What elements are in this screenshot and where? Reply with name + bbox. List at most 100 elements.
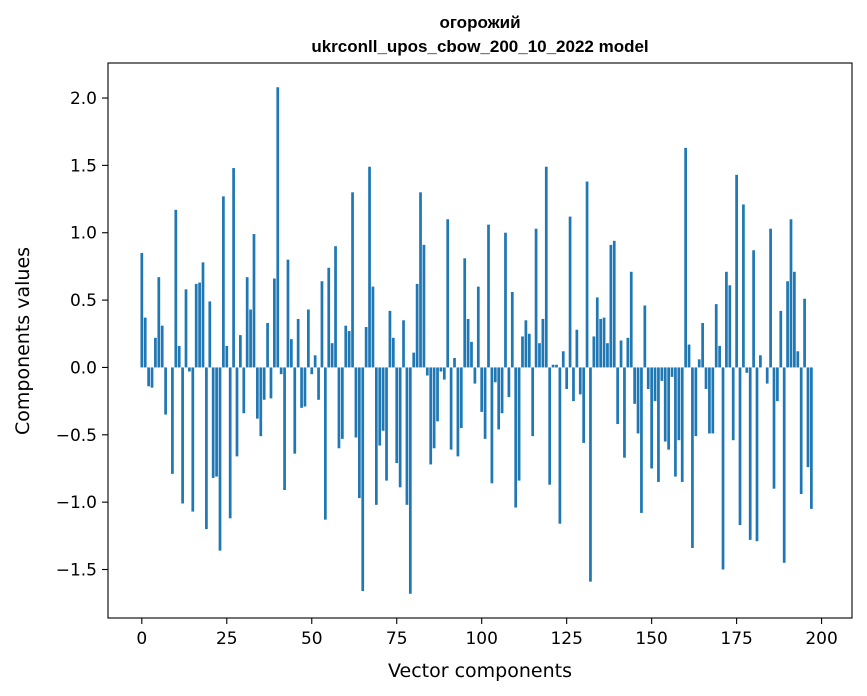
bar-component-54: [323, 367, 327, 520]
x-tick-label: 150: [635, 629, 667, 649]
bar-component-49: [307, 309, 310, 368]
bar-component-193: [796, 351, 800, 368]
bar-component-120: [548, 367, 552, 485]
bar-component-27: [232, 168, 235, 368]
bar-component-122: [555, 364, 558, 368]
x-tick-label: 25: [216, 629, 238, 649]
x-tick-label: 125: [550, 629, 582, 649]
bar-component-0: [140, 252, 144, 368]
bar-component-126: [568, 216, 572, 368]
y-tick-label: 1.0: [70, 224, 97, 244]
bar-component-146: [636, 367, 640, 434]
bar-component-162: [691, 367, 694, 548]
bar-component-167: [708, 367, 711, 434]
bar-component-157: [674, 367, 677, 477]
bar-component-137: [606, 343, 609, 368]
bar-component-52: [317, 367, 320, 400]
bar-component-156: [670, 367, 674, 377]
bar-component-165: [701, 322, 704, 368]
bar-component-7: [164, 367, 167, 415]
bar-component-181: [755, 367, 759, 542]
bar-component-3: [150, 367, 154, 388]
bar-component-25: [225, 345, 229, 368]
bar-component-173: [728, 285, 732, 368]
bar-component-117: [538, 343, 541, 368]
bar-component-188: [779, 310, 783, 368]
bar-component-90: [446, 219, 450, 368]
bar-component-121: [551, 364, 555, 368]
bar-component-150: [650, 367, 653, 469]
bar-component-131: [585, 181, 589, 368]
bar-component-189: [782, 367, 786, 563]
x-axis-ticks: 0 25 50 75 100 125 150 175 200: [136, 618, 838, 649]
chart-subtitle: ukrconll_upos_cbow_200_10_2022 model: [311, 37, 648, 56]
bar-component-80: [412, 352, 416, 368]
bar-component-75: [395, 367, 399, 464]
bar-component-152: [657, 367, 660, 482]
bar-component-140: [616, 367, 620, 425]
bar-component-44: [290, 339, 293, 368]
bar-component-192: [793, 271, 796, 368]
bar-component-47: [300, 367, 303, 408]
bar-component-87: [436, 367, 439, 422]
bar-component-135: [599, 318, 603, 368]
bar-component-118: [541, 318, 545, 368]
bars-group: [140, 87, 813, 594]
bar-component-153: [660, 367, 664, 381]
bar-component-30: [242, 367, 246, 414]
bar-component-37: [266, 322, 269, 368]
x-tick-label: 100: [465, 629, 497, 649]
bar-component-60: [344, 325, 348, 368]
bar-component-196: [806, 367, 810, 468]
bar-component-56: [330, 343, 334, 368]
bar-component-184: [765, 367, 769, 384]
bar-component-171: [721, 367, 725, 570]
bar-component-113: [524, 320, 528, 368]
bar-component-70: [378, 367, 382, 446]
bar-component-119: [544, 166, 548, 368]
bar-component-43: [286, 259, 290, 368]
bar-component-133: [592, 336, 596, 368]
bar-component-73: [388, 310, 392, 368]
bar-component-12: [181, 367, 184, 504]
bar-component-48: [303, 367, 307, 407]
bar-component-28: [235, 367, 239, 457]
bar-component-125: [565, 367, 569, 389]
bar-component-82: [419, 192, 422, 368]
bar-component-91: [449, 367, 453, 450]
bar-component-36: [262, 367, 266, 400]
bar-component-174: [731, 367, 735, 441]
bar-component-83: [422, 244, 426, 368]
bar-component-72: [385, 367, 388, 481]
bar-component-69: [374, 367, 378, 505]
bar-component-187: [776, 367, 779, 402]
bar-component-147: [640, 367, 643, 513]
bar-component-103: [490, 367, 494, 484]
bar-component-4: [154, 337, 157, 368]
bar-component-20: [208, 301, 212, 368]
bar-component-144: [629, 271, 633, 368]
bar-component-97: [470, 341, 473, 368]
bar-component-170: [718, 345, 721, 368]
y-tick-label: 1.5: [70, 156, 97, 176]
bar-component-175: [735, 174, 738, 368]
bar-component-116: [534, 228, 538, 368]
bar-component-93: [456, 367, 460, 457]
bar-component-160: [684, 147, 687, 368]
bar-component-9: [171, 367, 174, 474]
x-tick-label: 0: [136, 629, 147, 649]
bar-component-149: [646, 367, 650, 389]
bar-component-177: [742, 204, 745, 368]
bar-component-98: [473, 367, 477, 384]
bar-component-62: [351, 192, 354, 368]
bar-component-64: [357, 367, 361, 499]
bar-component-141: [619, 340, 623, 368]
bar-component-158: [677, 367, 681, 441]
bar-component-154: [663, 367, 667, 442]
bar-component-134: [595, 297, 599, 368]
bar-component-99: [476, 286, 480, 368]
bar-component-194: [799, 367, 803, 495]
bar-component-78: [405, 367, 409, 505]
bar-component-14: [188, 367, 191, 372]
bar-component-31: [245, 277, 249, 368]
